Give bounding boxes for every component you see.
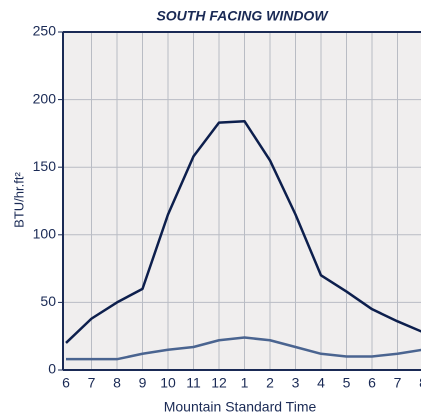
- x-tick-label: 7: [88, 375, 96, 391]
- x-tick-label: 2: [266, 375, 274, 391]
- chart-title: SOUTH FACING WINDOW: [156, 8, 329, 24]
- x-tick-label: 6: [368, 375, 376, 391]
- x-tick-label: 1: [241, 375, 249, 391]
- x-tick-label: 3: [292, 375, 300, 391]
- x-axis-label: Mountain Standard Time: [164, 399, 317, 415]
- x-tick-label: 12: [211, 375, 227, 391]
- x-tick-label: 5: [343, 375, 351, 391]
- series-line: [65, 119, 421, 344]
- y-tick-label: 150: [33, 158, 57, 174]
- x-tick-label: 8: [113, 375, 121, 391]
- series-line: [66, 336, 421, 361]
- y-axis-label: BTU/hr.ft²: [11, 172, 26, 228]
- x-tick-label: 4: [317, 375, 325, 391]
- y-tick-label: 0: [48, 361, 56, 377]
- x-tick-label: 8: [419, 375, 421, 391]
- y-tick-label: 100: [33, 226, 57, 242]
- x-tick-label: 10: [160, 375, 176, 391]
- y-tick-label: 50: [40, 293, 56, 309]
- x-tick-label: 11: [186, 375, 201, 391]
- plot-background: [63, 32, 421, 370]
- x-tick-label: 6: [62, 375, 70, 391]
- x-tick-label: 7: [394, 375, 402, 391]
- x-tick-label: 9: [139, 375, 147, 391]
- y-tick-label: 200: [33, 90, 57, 106]
- y-tick-label: 250: [33, 23, 57, 39]
